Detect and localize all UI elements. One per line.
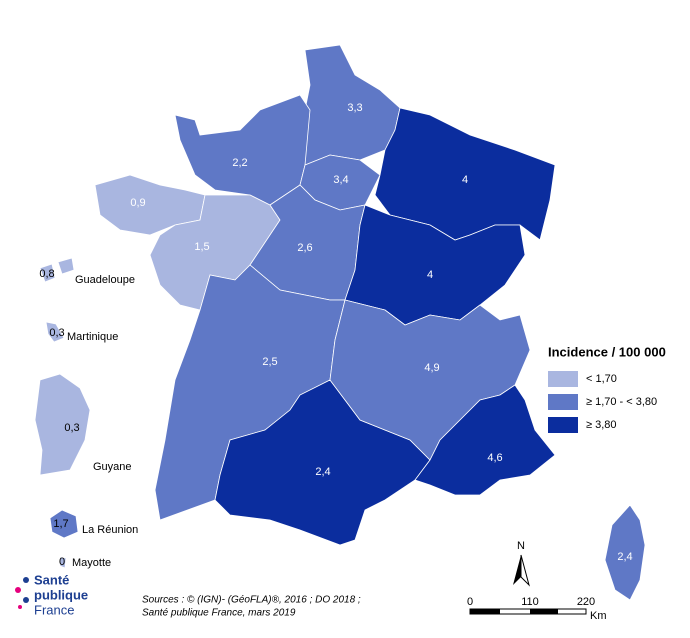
region [214, 379, 431, 546]
region-label: 4 [427, 269, 433, 281]
logo-text: France [34, 602, 74, 617]
territory [49, 509, 79, 539]
territory [45, 321, 65, 343]
region-label: 2,4 [617, 551, 632, 563]
logo-dot [18, 605, 22, 609]
legend-label: < 1,70 [586, 373, 617, 385]
logo-dot [23, 597, 29, 603]
region-label: 4,9 [424, 362, 439, 374]
legend-swatch [548, 394, 578, 410]
territory-value: 0,8 [39, 268, 54, 280]
territory-value: 0,3 [64, 422, 79, 434]
region-label: 3,4 [333, 174, 348, 186]
legend-swatch [548, 371, 578, 387]
north-arrow: N [513, 540, 530, 587]
region-label: 2,4 [315, 466, 330, 478]
arrow [520, 554, 530, 587]
legend: Incidence / 100 000 < 1,70 ≥ 1,70 - < 3,… [548, 344, 666, 433]
territory-value: 0,3 [49, 327, 64, 339]
region-label: 2,5 [262, 356, 277, 368]
region-label: 2,6 [297, 242, 312, 254]
legend-label: ≥ 3,80 [586, 419, 617, 431]
regions [94, 44, 646, 601]
sources: Sources : © (IGN)- (GéoFLA)®, 2016 ; DO … [142, 595, 361, 619]
logo-dot [23, 577, 29, 583]
territory-name: Martinique [67, 331, 118, 343]
logo-text: Santé [34, 572, 69, 587]
region [414, 384, 556, 496]
legend-swatch [548, 417, 578, 433]
region [174, 94, 311, 206]
scale-unit: Km [590, 610, 607, 622]
territory-name: La Réunion [82, 524, 138, 536]
scale-label: 110 [521, 596, 539, 608]
logo-text: publique [34, 587, 88, 602]
territory-value: 1,7 [53, 518, 68, 530]
region-label: 4,6 [487, 452, 502, 464]
territory [59, 556, 67, 569]
territory [34, 373, 91, 476]
territory-name: Guyane [93, 461, 132, 473]
source-text: Santé publique France, mars 2019 [142, 608, 296, 619]
source-text: Sources : © (IGN)- (GéoFLA)®, 2016 ; DO … [142, 595, 361, 606]
territory-name: Guadeloupe [75, 274, 135, 286]
region [604, 504, 646, 601]
overseas: 0,8 Guadeloupe 0,3 Martinique 0,3 Guyane… [34, 257, 138, 569]
scale-label: 0 [467, 596, 473, 608]
scale-segment [530, 609, 558, 614]
region-label: 0,9 [130, 197, 145, 209]
scale-bar: 0 110 220 Km [467, 596, 607, 622]
region-label: 4 [462, 174, 468, 186]
region-label: 1,5 [194, 241, 209, 253]
legend-label: ≥ 1,70 - < 3,80 [586, 396, 657, 408]
logo: Santé publique France [15, 572, 88, 617]
scale-label: 220 [577, 596, 595, 608]
territory-name: Mayotte [72, 557, 111, 569]
logo-dot [15, 587, 21, 593]
territory-value: 0 [59, 556, 65, 568]
scale-segment [470, 609, 500, 614]
region-label: 3,3 [347, 102, 362, 114]
arrow [513, 555, 521, 585]
region-labels: 3,3 2,2 3,4 4 0,9 1,5 2,6 4 2,5 4,9 2,4 … [130, 102, 632, 563]
region-label: 2,2 [232, 157, 247, 169]
north-label: N [517, 540, 525, 552]
legend-title: Incidence / 100 000 [548, 344, 666, 359]
territory [39, 257, 75, 283]
